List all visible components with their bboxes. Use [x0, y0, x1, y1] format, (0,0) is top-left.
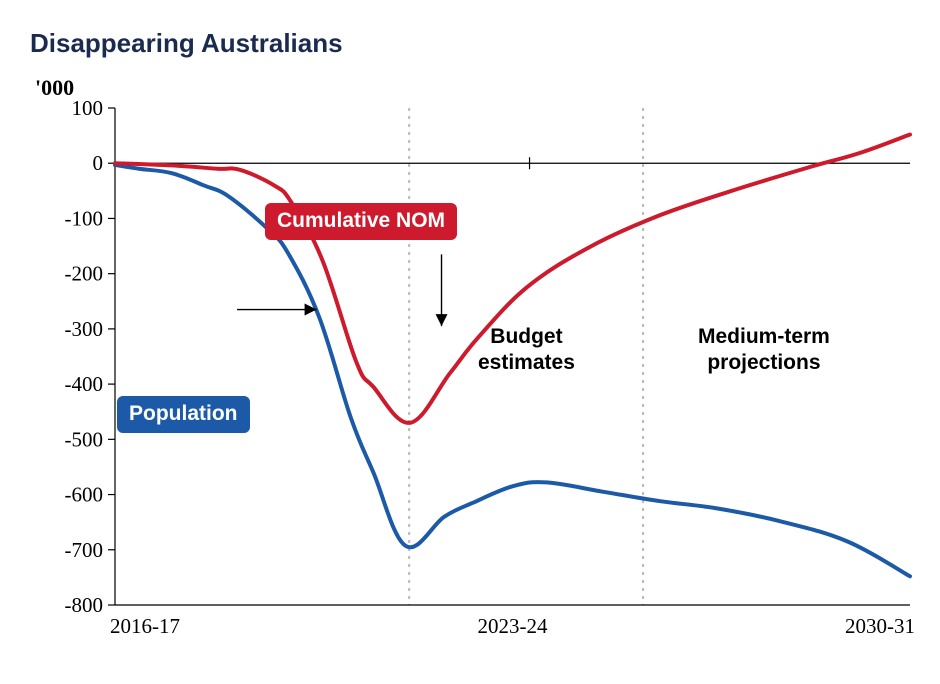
x-tick-label: 2023-24 [478, 614, 548, 638]
series-badge-cumulative-nom: Cumulative NOM [265, 203, 457, 240]
series-line-cumulative_nom [115, 135, 910, 423]
y-tick-label: -400 [65, 372, 104, 396]
x-tick-label: 2030-31 [845, 614, 915, 638]
y-tick-label: -200 [65, 262, 104, 286]
arrow-head-icon [436, 314, 448, 326]
region-label-line: projections [707, 351, 820, 374]
series-badge-population: Population [117, 396, 250, 433]
region-label-medium-term: Medium-term projections [698, 324, 830, 377]
chart-container: Disappearing Australians '000 1000-100-2… [0, 0, 940, 684]
y-tick-label: -500 [65, 427, 104, 451]
x-tick-label: 2016-17 [110, 614, 180, 638]
region-label-budget-estimates: Budget estimates [478, 324, 575, 377]
y-tick-label: -600 [65, 483, 104, 507]
y-tick-label: 0 [93, 151, 104, 175]
y-tick-label: -700 [65, 538, 104, 562]
region-label-line: Budget [490, 325, 562, 348]
y-tick-label: -300 [65, 317, 104, 341]
y-tick-label: 100 [72, 96, 104, 120]
y-tick-label: -100 [65, 206, 104, 230]
y-tick-label: -800 [65, 593, 104, 617]
region-label-line: estimates [478, 351, 575, 374]
region-label-line: Medium-term [698, 325, 830, 348]
